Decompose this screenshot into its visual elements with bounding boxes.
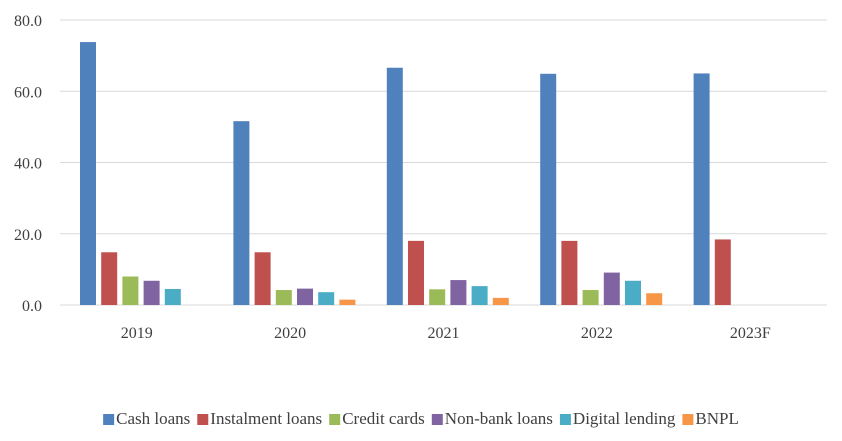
legend: Cash loans Instalment loans Credit cards No… bbox=[103, 409, 739, 428]
bar-digital-lending-2022 bbox=[625, 280, 641, 305]
legend-item-bnpl: BNPL bbox=[682, 409, 739, 428]
bar-non-bank-loans-2019 bbox=[143, 280, 160, 305]
legend-label: Non-bank loans bbox=[445, 409, 553, 428]
bar-cash-loans-2021 bbox=[386, 67, 403, 305]
bars bbox=[80, 42, 731, 306]
legend-swatch bbox=[329, 414, 341, 425]
legend-label: Instalment loans bbox=[210, 409, 322, 428]
legend-swatch bbox=[197, 414, 209, 425]
bar-bnpl-2021 bbox=[492, 297, 509, 305]
bar-non-bank-loans-2020 bbox=[297, 288, 313, 305]
bar-credit-cards-2019 bbox=[122, 276, 139, 305]
legend-item-credit-cards: Credit cards bbox=[329, 409, 425, 428]
bar-cash-loans-2019 bbox=[80, 42, 96, 306]
bar-non-bank-loans-2022 bbox=[603, 272, 620, 305]
y-tick-label: 0.0 bbox=[22, 298, 42, 315]
legend-item-non-bank-loans: Non-bank loans bbox=[431, 409, 553, 428]
legend-label: BNPL bbox=[695, 409, 738, 428]
bar-non-bank-loans-2021 bbox=[450, 280, 467, 305]
bar-cash-loans-2020 bbox=[233, 121, 250, 305]
bar-instalment-loans-2023f bbox=[714, 239, 731, 305]
bar-digital-lending-2019 bbox=[164, 288, 181, 305]
gridlines bbox=[60, 19, 827, 306]
legend-label: Digital lending bbox=[573, 409, 676, 428]
x-tick-label: 2021 bbox=[428, 325, 460, 342]
bar-digital-lending-2020 bbox=[318, 292, 335, 305]
legend-swatch bbox=[431, 414, 443, 425]
legend-label: Credit cards bbox=[342, 409, 425, 428]
legend-swatch bbox=[103, 414, 115, 425]
bar-bnpl-2022 bbox=[646, 293, 663, 305]
legend-item-instalment-loans: Instalment loans bbox=[197, 409, 322, 428]
x-tick-label: 2019 bbox=[121, 325, 153, 342]
legend-item-digital-lending: Digital lending bbox=[559, 409, 676, 428]
bar-instalment-loans-2021 bbox=[408, 240, 424, 305]
axes: 0.0 20.0 40.0 60.0 80.0 2019 2020 2021 2022 2023F bbox=[14, 13, 771, 342]
legend-item-cash-loans: Cash loans bbox=[103, 409, 190, 428]
x-tick-label: 2023F bbox=[730, 325, 771, 342]
x-tick-label: 2020 bbox=[274, 325, 306, 342]
legend-swatch bbox=[559, 414, 571, 425]
bar-instalment-loans-2019 bbox=[101, 252, 118, 305]
y-tick-label: 60.0 bbox=[14, 84, 42, 101]
bar-bnpl-2020 bbox=[339, 299, 356, 305]
bar-instalment-loans-2022 bbox=[561, 240, 578, 305]
bar-instalment-loans-2020 bbox=[254, 252, 271, 305]
y-tick-label: 40.0 bbox=[14, 156, 42, 173]
bar-credit-cards-2021 bbox=[429, 289, 446, 305]
bar-cash-loans-2023f bbox=[693, 73, 710, 305]
bar-cash-loans-2022 bbox=[540, 73, 557, 305]
legend-label: Cash loans bbox=[116, 409, 190, 428]
bar-credit-cards-2022 bbox=[582, 290, 599, 305]
bar-digital-lending-2021 bbox=[471, 286, 488, 305]
y-tick-label: 80.0 bbox=[14, 13, 42, 30]
y-tick-label: 20.0 bbox=[14, 227, 42, 244]
x-tick-label: 2022 bbox=[581, 325, 613, 342]
bar-credit-cards-2020 bbox=[275, 290, 292, 305]
legend-swatch bbox=[682, 414, 694, 425]
